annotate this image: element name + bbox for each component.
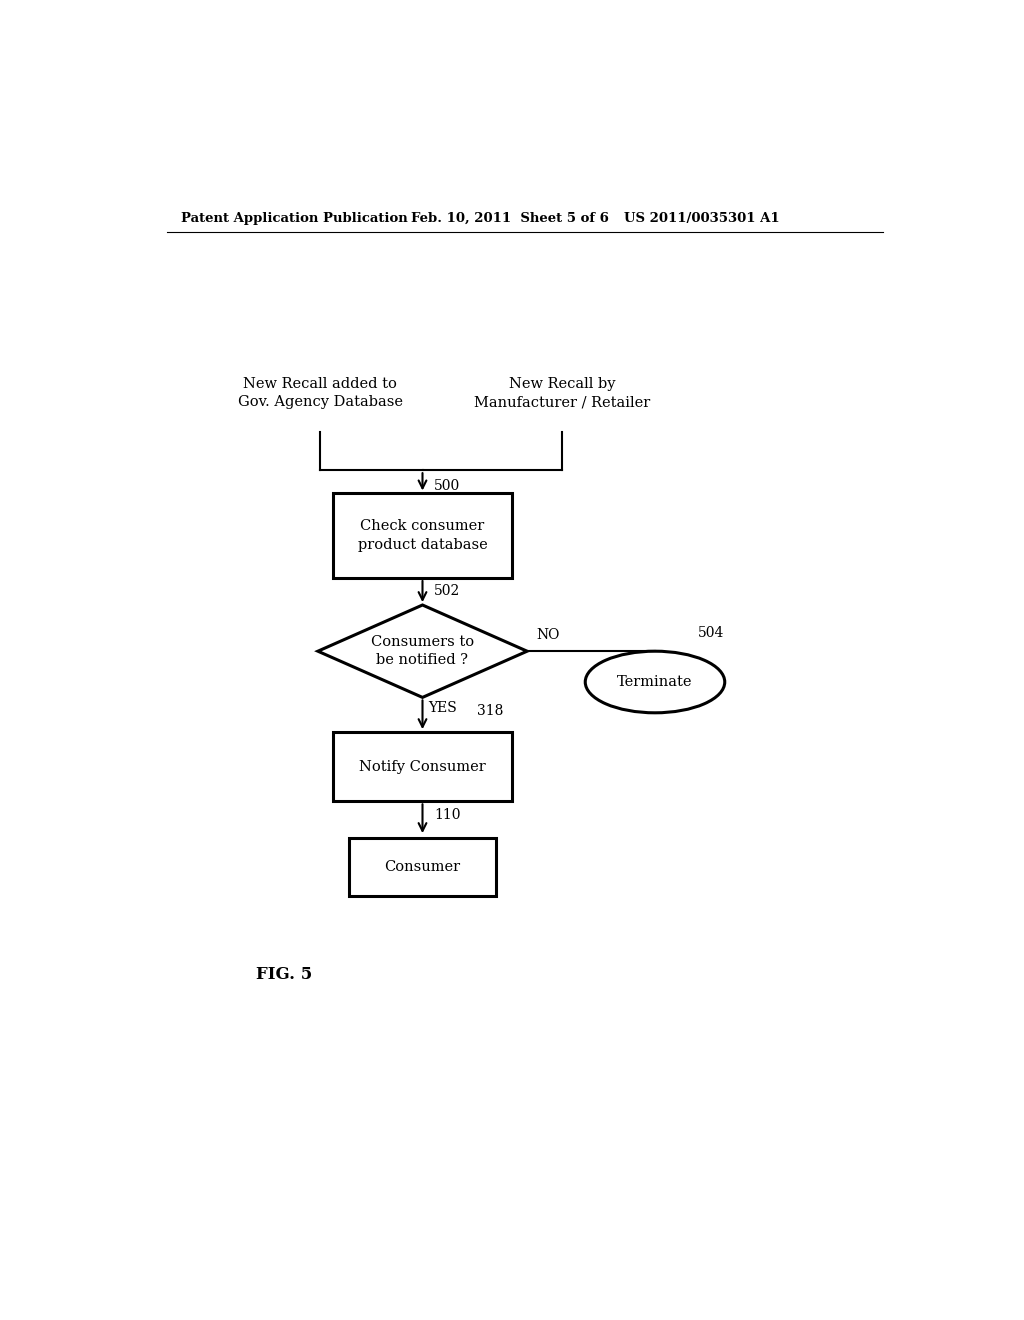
Text: Terminate: Terminate <box>617 675 693 689</box>
Ellipse shape <box>586 651 725 713</box>
Text: 318: 318 <box>477 704 503 718</box>
Text: 502: 502 <box>434 585 461 598</box>
Text: Feb. 10, 2011  Sheet 5 of 6: Feb. 10, 2011 Sheet 5 of 6 <box>411 213 608 224</box>
Text: YES: YES <box>429 701 458 715</box>
Text: New Recall by
Manufacturer / Retailer: New Recall by Manufacturer / Retailer <box>474 378 650 409</box>
Text: Check consumer
product database: Check consumer product database <box>357 520 487 552</box>
Text: Notify Consumer: Notify Consumer <box>359 760 485 774</box>
Text: 500: 500 <box>434 479 461 494</box>
Text: US 2011/0035301 A1: US 2011/0035301 A1 <box>624 213 779 224</box>
Text: Consumers to
be notified ?: Consumers to be notified ? <box>371 635 474 668</box>
Bar <box>349 838 496 896</box>
Text: FIG. 5: FIG. 5 <box>256 966 312 983</box>
Text: Patent Application Publication: Patent Application Publication <box>180 213 408 224</box>
Bar <box>334 733 512 801</box>
Text: New Recall added to
Gov. Agency Database: New Recall added to Gov. Agency Database <box>238 378 402 409</box>
Text: Consumer: Consumer <box>384 859 461 874</box>
Text: 110: 110 <box>434 808 461 821</box>
Polygon shape <box>317 605 527 697</box>
Text: 504: 504 <box>697 626 724 640</box>
Bar <box>334 494 512 578</box>
Text: NO: NO <box>537 628 560 642</box>
